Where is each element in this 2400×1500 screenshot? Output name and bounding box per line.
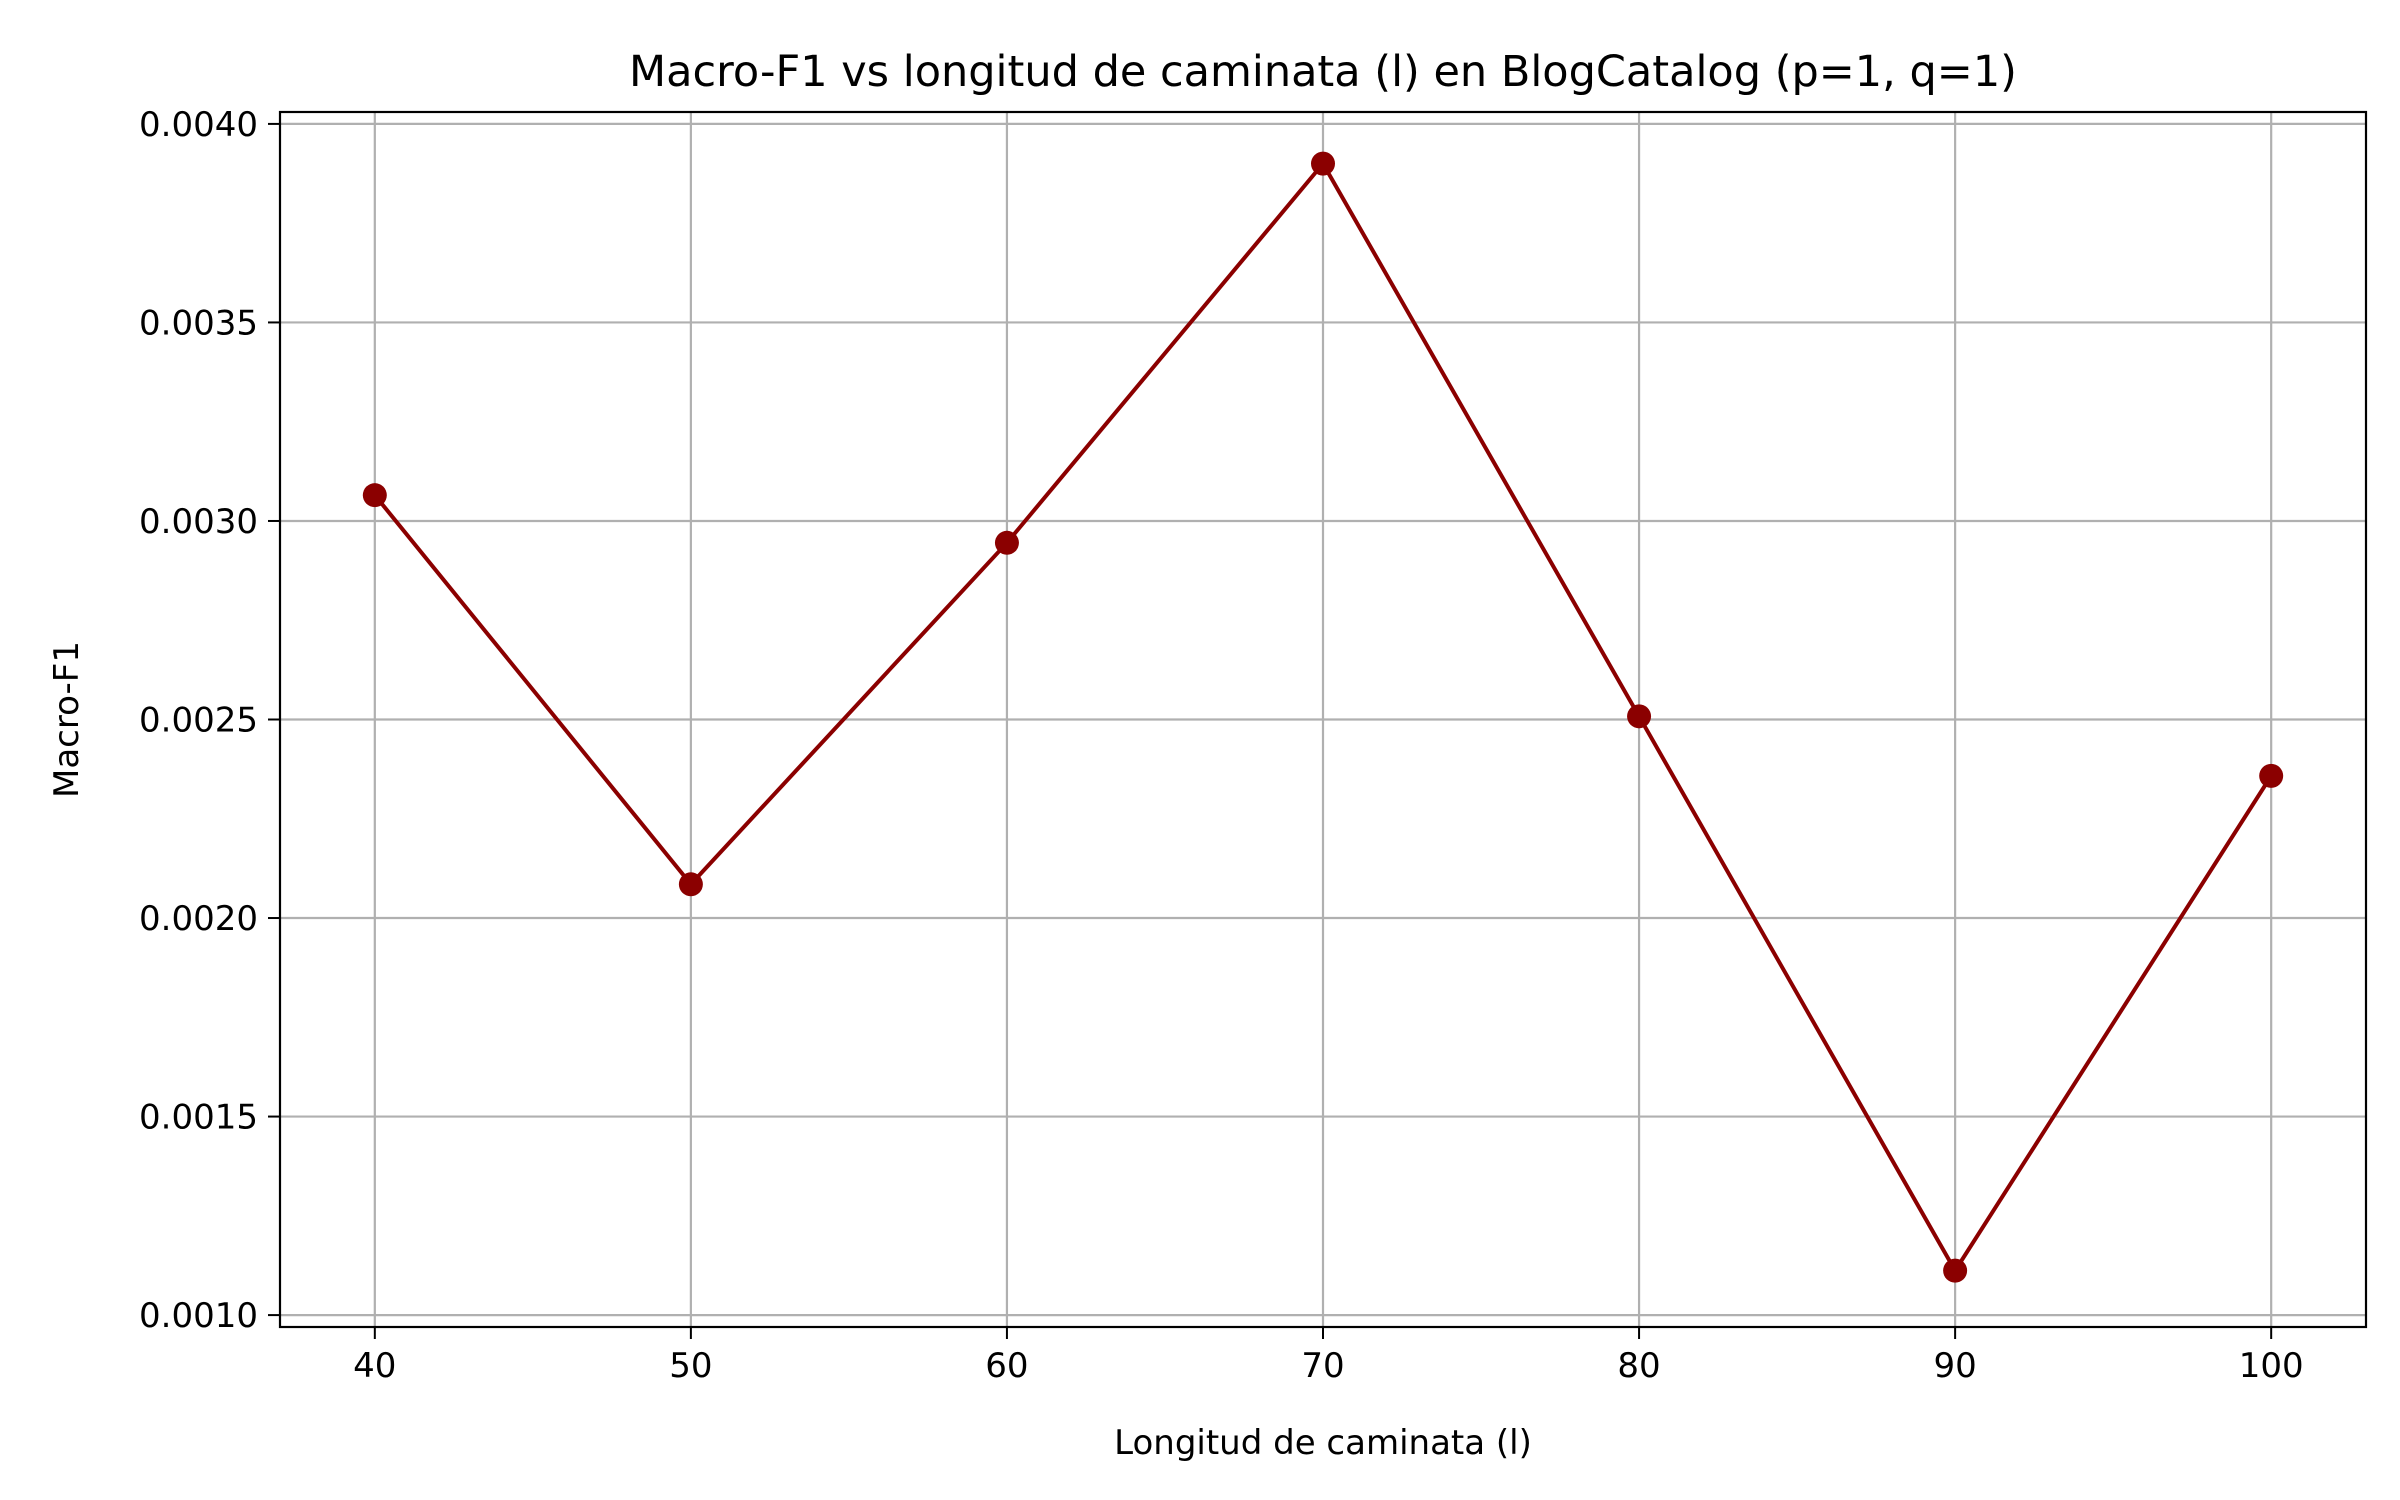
- x-tick-label: 80: [1617, 1346, 1660, 1386]
- y-tick-label: 0.0035: [139, 303, 258, 343]
- y-tick-label: 0.0010: [139, 1296, 258, 1336]
- y-tick-label: 0.0025: [139, 701, 258, 741]
- x-tick-label: 90: [1933, 1346, 1976, 1386]
- x-tick-label: 60: [985, 1346, 1028, 1386]
- axis-ticks: 40 50 60 70 80 90 100 0.0010 0.0015 0.0020 0.0025 0…: [139, 105, 2304, 1386]
- x-tick-label: 40: [353, 1346, 396, 1386]
- data-point: [362, 483, 387, 508]
- x-tick-label: 70: [1301, 1346, 1344, 1386]
- data-point: [1627, 704, 1652, 729]
- x-axis-label: Longitud de caminata (l): [1114, 1423, 1532, 1463]
- x-tick-label: 50: [669, 1346, 712, 1386]
- series-layer: [362, 151, 2284, 1283]
- y-axis-label: Macro-F1: [47, 641, 87, 798]
- grid: [280, 112, 2366, 1327]
- chart-title: Macro-F1 vs longitud de caminata (l) en …: [629, 47, 2017, 97]
- data-point: [2259, 763, 2284, 788]
- y-tick-label: 0.0030: [139, 502, 258, 542]
- x-tick-label: 100: [2239, 1346, 2304, 1386]
- data-point: [1311, 151, 1335, 176]
- y-tick-label: 0.0015: [139, 1098, 258, 1138]
- data-point: [1943, 1258, 1968, 1283]
- y-tick-label: 0.0020: [139, 899, 258, 939]
- data-point: [994, 530, 1019, 555]
- y-tick-label: 0.0040: [139, 105, 258, 145]
- data-point: [678, 872, 703, 897]
